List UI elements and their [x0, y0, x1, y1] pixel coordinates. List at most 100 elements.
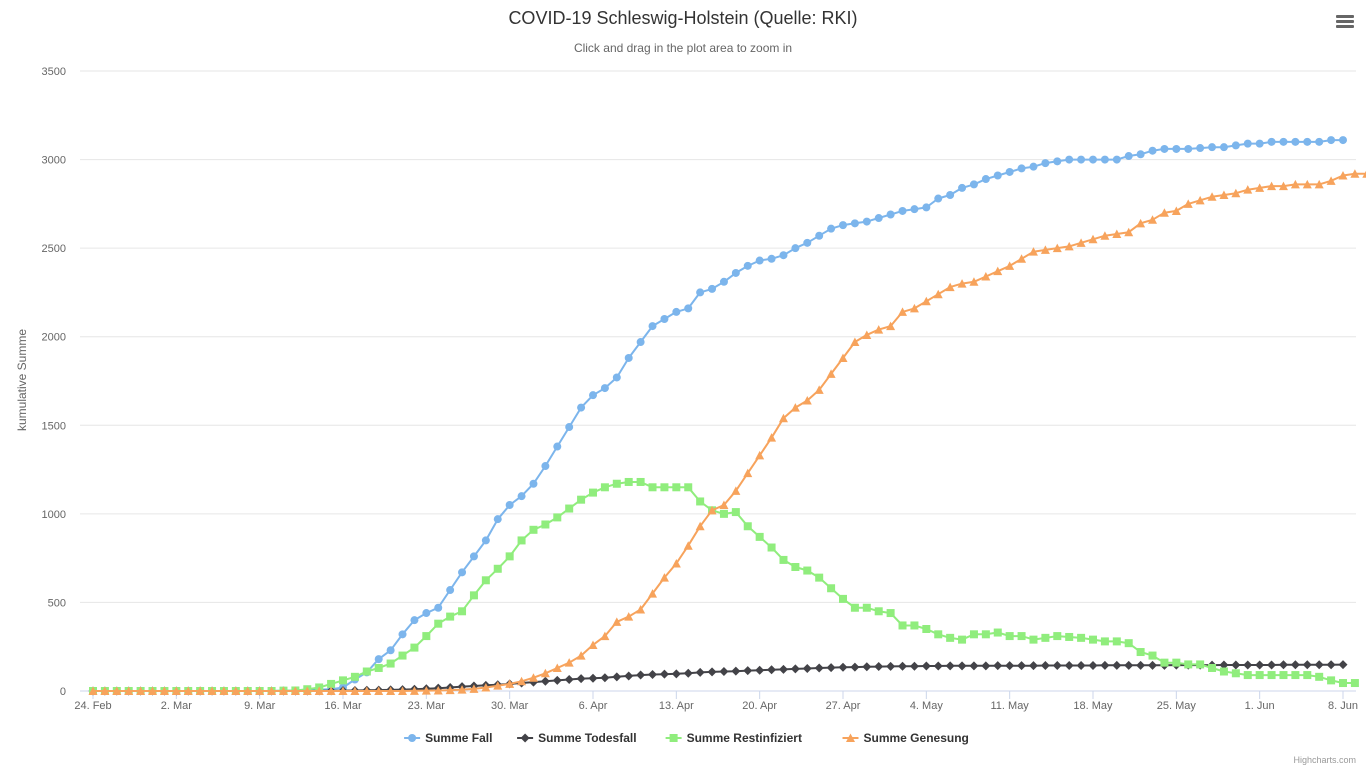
data-point[interactable] [886, 210, 895, 219]
data-point[interactable] [434, 603, 443, 612]
data-point[interactable] [1136, 150, 1145, 159]
data-point[interactable] [517, 536, 526, 545]
data-point[interactable] [945, 282, 955, 292]
data-point[interactable] [136, 686, 146, 696]
data-point[interactable] [314, 686, 324, 696]
data-point[interactable] [1267, 660, 1277, 670]
data-point[interactable] [779, 555, 788, 564]
data-point[interactable] [612, 479, 621, 488]
data-point[interactable] [993, 661, 1003, 671]
data-point[interactable] [1327, 136, 1336, 145]
data-point[interactable] [1303, 137, 1312, 146]
data-point[interactable] [636, 477, 645, 486]
data-point[interactable] [1315, 137, 1324, 146]
data-point[interactable] [850, 662, 860, 672]
data-point[interactable] [803, 238, 812, 247]
data-point[interactable] [1267, 181, 1277, 191]
data-point[interactable] [1172, 144, 1181, 153]
data-point[interactable] [338, 686, 348, 696]
data-point[interactable] [1184, 660, 1193, 669]
data-point[interactable] [1064, 241, 1074, 251]
data-point[interactable] [922, 203, 931, 212]
data-point[interactable] [1302, 179, 1312, 189]
data-point[interactable] [708, 284, 717, 293]
data-point[interactable] [1279, 671, 1288, 680]
data-point[interactable] [957, 661, 967, 671]
data-point[interactable] [803, 566, 812, 575]
data-point[interactable] [648, 670, 658, 680]
data-point[interactable] [1314, 179, 1324, 189]
data-point[interactable] [1029, 162, 1038, 171]
data-point[interactable] [350, 672, 359, 681]
menu-button[interactable] [1330, 8, 1358, 32]
data-point[interactable] [255, 686, 265, 696]
data-point[interactable] [1350, 679, 1359, 688]
data-point[interactable] [1255, 671, 1264, 680]
data-point[interactable] [636, 338, 645, 347]
data-point[interactable] [446, 612, 455, 621]
data-point[interactable] [1160, 144, 1169, 153]
data-point[interactable] [874, 325, 884, 334]
data-point[interactable] [1017, 661, 1027, 671]
data-point[interactable] [1100, 660, 1110, 670]
data-point[interactable] [148, 686, 158, 696]
data-point[interactable] [839, 594, 847, 603]
data-point[interactable] [1089, 155, 1097, 164]
data-point[interactable] [958, 635, 967, 644]
data-point[interactable] [1326, 660, 1336, 670]
data-point[interactable] [433, 685, 443, 695]
data-point[interactable] [552, 663, 562, 672]
data-point[interactable] [862, 217, 871, 226]
series-summe-restinfiziert[interactable] [89, 477, 1359, 695]
data-point[interactable] [1160, 658, 1169, 667]
data-point[interactable] [958, 183, 967, 192]
data-point[interactable] [577, 403, 586, 412]
data-point[interactable] [541, 520, 550, 529]
data-point[interactable] [1350, 169, 1360, 178]
data-point[interactable] [684, 483, 693, 492]
data-point[interactable] [648, 322, 657, 331]
plot-series[interactable] [88, 136, 1366, 696]
data-point[interactable] [814, 385, 824, 394]
data-point[interactable] [767, 665, 777, 675]
data-point[interactable] [827, 224, 836, 233]
data-point[interactable] [565, 504, 574, 513]
data-point[interactable] [1243, 671, 1252, 680]
data-point[interactable] [565, 423, 574, 432]
data-point[interactable] [826, 369, 836, 378]
data-point[interactable] [624, 671, 634, 681]
data-point[interactable] [1017, 254, 1027, 263]
data-point[interactable] [648, 483, 657, 492]
data-point[interactable] [695, 521, 705, 531]
data-point[interactable] [481, 536, 490, 545]
data-point[interactable] [838, 662, 848, 672]
data-point[interactable] [231, 686, 241, 696]
data-point[interactable] [1124, 152, 1133, 161]
data-point[interactable] [183, 686, 193, 696]
data-point[interactable] [1124, 227, 1134, 237]
data-point[interactable] [909, 303, 919, 313]
data-point[interactable] [719, 500, 729, 510]
data-point[interactable] [1339, 136, 1347, 145]
data-point[interactable] [921, 661, 931, 671]
data-point[interactable] [981, 175, 990, 184]
data-point[interactable] [755, 450, 765, 460]
data-point[interactable] [660, 483, 669, 492]
data-point[interactable] [755, 665, 765, 675]
data-point[interactable] [922, 625, 931, 633]
data-point[interactable] [386, 646, 395, 655]
data-point[interactable] [969, 180, 978, 189]
data-point[interactable] [1148, 651, 1157, 660]
data-point[interactable] [600, 673, 610, 683]
data-point[interactable] [528, 673, 538, 682]
data-point[interactable] [553, 442, 562, 451]
data-point[interactable] [1303, 671, 1312, 680]
data-point[interactable] [481, 576, 490, 585]
data-point[interactable] [112, 686, 122, 696]
data-point[interactable] [1290, 179, 1300, 189]
data-point[interactable] [826, 663, 836, 673]
data-point[interactable] [469, 684, 479, 693]
data-point[interactable] [921, 296, 931, 306]
data-point[interactable] [410, 616, 419, 625]
data-point[interactable] [1112, 155, 1121, 164]
